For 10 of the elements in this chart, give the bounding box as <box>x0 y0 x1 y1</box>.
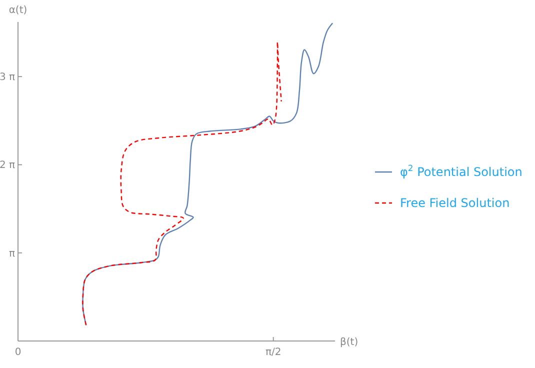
y-tick-label: 3 π <box>0 72 15 84</box>
y-tick-label: 2 π <box>0 160 15 172</box>
y-axis-title: α(t) <box>8 5 28 16</box>
legend-label: Free Field Solution <box>400 196 510 210</box>
legend-label: φ$^{2}$ Potential Solution <box>400 163 522 179</box>
y-tick-label: π <box>8 248 15 260</box>
x-tick-label: π/2 <box>265 347 282 358</box>
x-axis-title: β(t) <box>340 337 358 348</box>
line-series <box>82 41 282 326</box>
x-tick-label: 0 <box>14 347 22 358</box>
